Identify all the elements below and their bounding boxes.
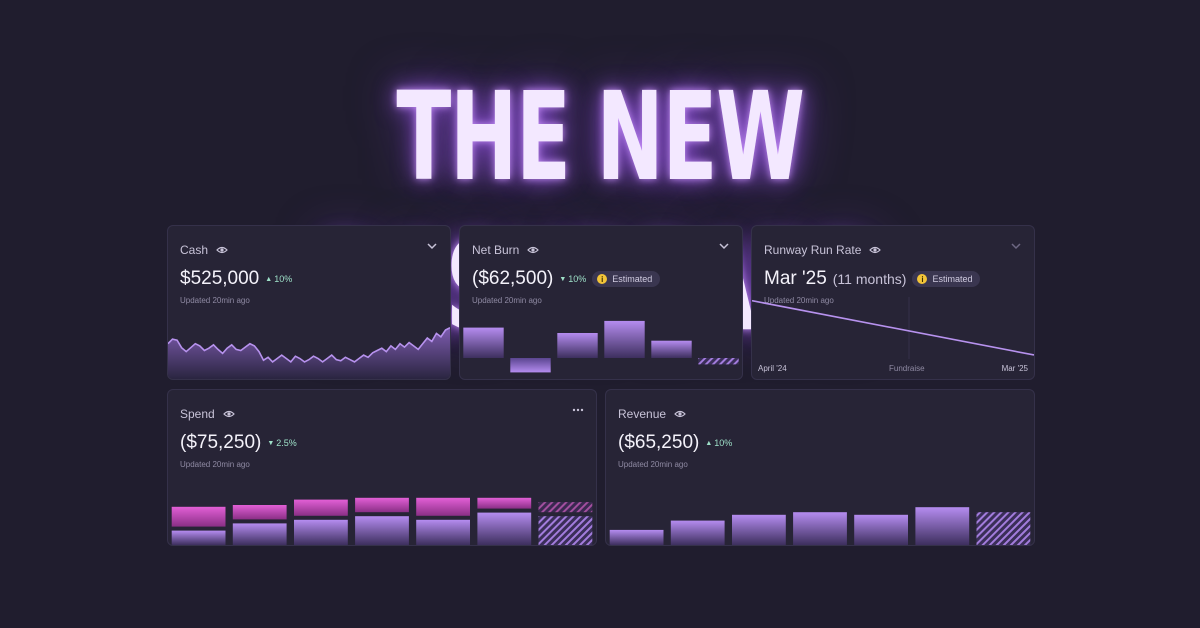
card-value: Mar '25 [764,268,827,289]
spend-bar-base [294,519,348,545]
revenue-bar [915,507,970,545]
net-burn-bar [604,320,645,358]
card-title: Revenue [618,407,686,421]
info-icon: i [597,274,608,284]
axis-label-start: April '24 [758,364,787,373]
revenue-bar [793,512,847,545]
revenue-bar [609,529,664,545]
revenue-bar [670,520,725,545]
spend-stacked-bar-chart [171,497,593,545]
eye-icon[interactable] [222,409,235,419]
card-title-label: Cash [180,243,209,257]
card-spend[interactable]: Spend ($75,250) ▼ 2.5% Updated 20min ago [167,389,597,546]
net-burn-bar [557,333,598,358]
spend-bar-base [355,516,409,545]
chevron-down-icon[interactable] [718,240,730,252]
axis-label-end: Mar '25 [1001,364,1028,373]
net-burn-bar [463,327,504,358]
card-value: ($62,500) [472,268,554,289]
spend-bar-base [416,519,470,545]
updated-text: Updated 20min ago [180,296,250,305]
chevron-down-icon[interactable] [426,240,438,252]
card-value: ($75,250) [180,432,262,453]
spend-bar-base [171,530,226,545]
spend-bar-base [477,512,532,545]
spend-bar-top [171,506,226,527]
revenue-bar [976,512,1031,545]
card-runway[interactable]: Runway Run Rate Mar '25 (11 months) i Est… [751,225,1035,380]
net-burn-bar-chart [463,320,739,373]
cash-area-fill [168,327,450,379]
card-net-burn[interactable]: Net Burn ($62,500) ▼ 10% i Estimated Updat… [459,225,743,380]
card-title: Net Burn [472,243,540,257]
axis-label-fundraise: Fundraise [889,364,925,373]
runway-line-chart [752,297,1034,359]
card-title: Runway Run Rate [764,243,882,257]
net-burn-bar [698,358,739,365]
revenue-bar-chart [609,507,1031,545]
delta-badge: ▼ 2.5% [267,438,297,448]
card-revenue[interactable]: Revenue ($65,250) ▲ 10% Updated 20min ago [605,389,1035,546]
cash-area-chart [168,326,450,379]
updated-text: Updated 20min ago [472,296,542,305]
spend-bar-top [294,499,348,516]
eye-icon[interactable] [216,245,228,255]
card-title-label: Runway Run Rate [764,243,862,257]
spend-bar-top [232,505,287,520]
arrow-down-icon: ▼ [267,439,275,447]
arrow-down-icon: ▼ [559,275,567,283]
card-value: ($65,250) [618,432,700,453]
card-title: Cash [180,243,228,257]
updated-text: Updated 20min ago [618,460,688,469]
spend-bar-top [355,497,409,513]
updated-text: Updated 20min ago [764,296,834,305]
updated-text: Updated 20min ago [180,460,250,469]
more-icon[interactable] [572,404,584,416]
spend-bar-top [538,502,593,513]
info-icon: i [917,274,928,284]
eye-icon[interactable] [869,245,882,255]
card-subvalue: (11 months) [832,271,907,287]
revenue-bar [732,514,786,545]
card-title: Spend [180,407,235,421]
card-title-label: Spend [180,407,215,421]
spend-bar-top [477,497,532,509]
card-title-label: Net Burn [472,243,520,257]
net-burn-bar [651,340,692,358]
spend-bar-base [538,516,593,545]
chevron-down-icon[interactable] [1010,240,1022,252]
arrow-up-icon: ▲ [705,439,713,447]
estimated-badge: i Estimated [912,271,981,287]
revenue-bar [854,514,908,545]
card-cash[interactable]: Cash $525,000 ▲ 10% Updated 20min ago [167,225,451,380]
net-burn-bar [510,358,551,373]
card-title-label: Revenue [618,407,667,421]
arrow-up-icon: ▲ [265,275,273,283]
cash-line [168,326,450,364]
delta-badge: ▲ 10% [705,438,733,448]
estimated-badge: i Estimated [592,271,661,287]
delta-badge: ▼ 10% [559,274,587,284]
delta-badge: ▲ 10% [265,274,293,284]
card-value: $525,000 [180,268,260,289]
spend-bar-base [232,523,287,545]
eye-icon[interactable] [527,245,540,255]
runway-line [752,299,1034,356]
eye-icon[interactable] [674,409,686,419]
spend-bar-top [416,497,470,516]
